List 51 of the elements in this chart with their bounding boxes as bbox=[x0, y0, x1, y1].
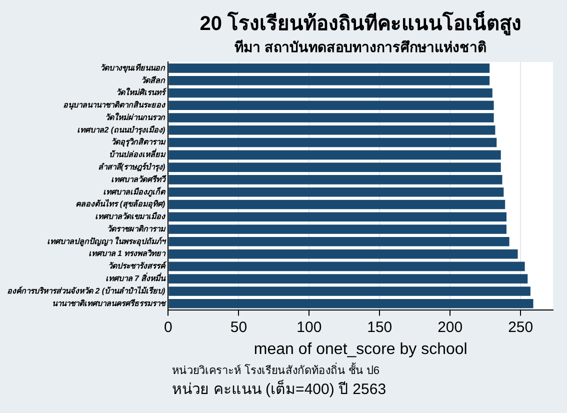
y-tick-label: วัดประชารังสรรค์ bbox=[108, 260, 168, 271]
text: หน่วย คะแนน (เต็ม=400) ปี 2563 bbox=[172, 379, 386, 398]
y-tick-label: เทศบาลวัดศรีทวี bbox=[111, 174, 168, 184]
bar bbox=[168, 298, 534, 308]
x-tick-label: 200 bbox=[438, 318, 463, 336]
chart-subtitle: ทีมา สถาบันทดสอบทางการศึกษาแห่งชาติ bbox=[234, 39, 487, 55]
x-axis-title: mean of onet_score by school bbox=[254, 340, 468, 358]
y-tick-label: เทศบาล2 (ถนนบำรุงเมือง) bbox=[77, 125, 166, 136]
y-tick-label: เทศบาล 1 ทรงพลวิทยา bbox=[88, 249, 166, 258]
bar bbox=[168, 262, 525, 272]
y-tick-label: เทศบาลปลูกปัญญา ในพระอุปถัมภ์ฯ bbox=[46, 236, 168, 247]
x-tick-label: 50 bbox=[230, 318, 248, 336]
bar bbox=[168, 138, 497, 148]
y-tick-label: วัดอุรุวิกสิตาราม bbox=[111, 138, 166, 148]
x-tick-label: 250 bbox=[508, 318, 534, 336]
bar bbox=[168, 113, 494, 122]
bar bbox=[168, 274, 528, 284]
bar bbox=[168, 150, 501, 160]
y-tick-label: ลำสาลี(ราษฎร์บำรุง) bbox=[98, 162, 166, 173]
bar bbox=[168, 200, 506, 210]
bar bbox=[168, 175, 502, 184]
x-tick-label: 0 bbox=[164, 318, 172, 336]
y-tick-label: วัดใหม่ผ่านกนรวก bbox=[105, 112, 166, 122]
bar bbox=[168, 187, 504, 197]
x-tick-label: 150 bbox=[367, 318, 392, 336]
y-tick-label: วัดใหม่ศิเรนทร์ bbox=[116, 87, 168, 98]
y-tick-label: วัดราชผาติการาม bbox=[107, 224, 166, 234]
bar bbox=[168, 126, 496, 135]
bar bbox=[168, 249, 518, 259]
chart-title: 20 โรงเรียนท้องถินทีคะแนนโอเน็ตสูง bbox=[200, 10, 522, 37]
y-tick-label: องค์การบริหารส่วนจังหวัด 2 (บ้านลำปำไม้เรียบ) bbox=[6, 285, 166, 296]
y-tick-label: วัดสีลก bbox=[141, 76, 166, 85]
x-tick-label: 100 bbox=[296, 318, 322, 336]
text: หน่วยวิเคราะห์ โรงเรียนสังกัดท้องถิ่น ชั้น ป6 bbox=[172, 362, 380, 377]
bar bbox=[168, 100, 494, 110]
bar bbox=[168, 237, 510, 246]
y-tick-label: คลองต้นไทร (สุขล้อมอุทิศ) bbox=[76, 198, 166, 210]
y-tick-label: อนุบาลนานาชาติตากสินระยอง bbox=[63, 100, 166, 111]
bar bbox=[168, 64, 490, 73]
bar bbox=[168, 162, 501, 172]
bar bbox=[168, 76, 490, 86]
y-tick-label: เทศบาลวัดเขมาเมือง bbox=[95, 212, 166, 222]
y-tick-label: นานาชาติเทศบาลนครศรีธรรมราช bbox=[52, 298, 168, 308]
y-tick-label: เทศบาลเมืองภูเก็ต bbox=[103, 186, 166, 198]
y-tick-label: บ้านปล่องเหลี่ยม bbox=[109, 148, 166, 160]
bar bbox=[168, 212, 506, 222]
y-tick-label: วัดบางขุนเทียนนอก bbox=[100, 63, 166, 74]
bar bbox=[168, 88, 492, 98]
bar bbox=[168, 224, 506, 234]
y-tick-label: เทศบาล 7 สิ่งหมื่น bbox=[105, 272, 166, 284]
bar bbox=[168, 286, 530, 296]
